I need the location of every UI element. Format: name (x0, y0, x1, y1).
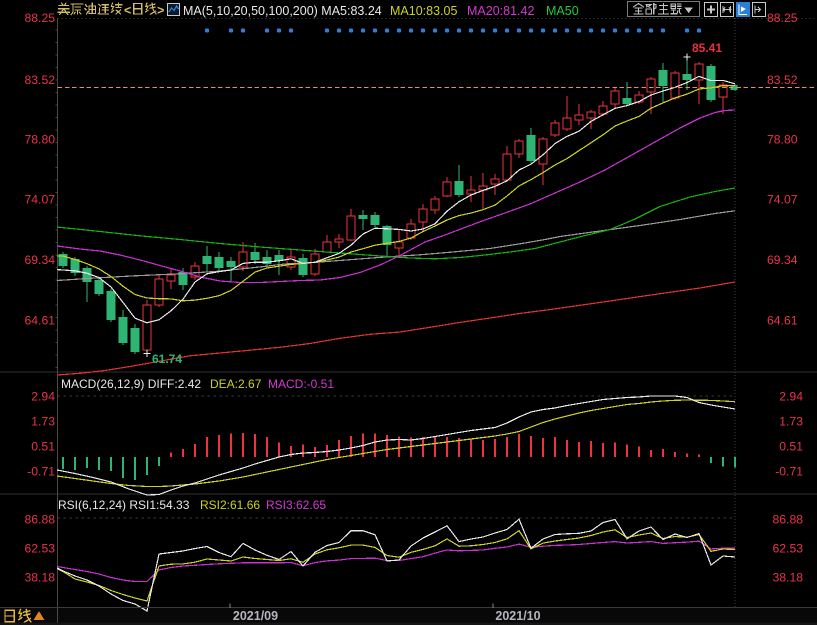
svg-text:1.73: 1.73 (779, 415, 803, 429)
svg-text:MA20:81.42: MA20:81.42 (467, 4, 534, 18)
svg-text:62.53: 62.53 (773, 542, 804, 556)
svg-text:1.73: 1.73 (31, 415, 55, 429)
svg-text:0.51: 0.51 (31, 440, 55, 454)
svg-text:MA50: MA50 (546, 4, 579, 18)
svg-text:RSI3:62.65: RSI3:62.65 (266, 498, 326, 512)
svg-text:78.80: 78.80 (767, 133, 798, 147)
svg-text:0.51: 0.51 (779, 440, 803, 454)
svg-text:62.53: 62.53 (25, 542, 56, 556)
svg-text:74.07: 74.07 (767, 193, 798, 207)
svg-text:>: > (157, 4, 164, 18)
svg-text:RSI(6,12,24) RSI1:54.33: RSI(6,12,24) RSI1:54.33 (58, 498, 190, 512)
svg-text:69.34: 69.34 (767, 253, 798, 267)
svg-text:69.34: 69.34 (25, 253, 56, 267)
svg-text:88.25: 88.25 (767, 11, 798, 25)
svg-text:88.25: 88.25 (25, 11, 56, 25)
svg-text:2021/10: 2021/10 (495, 609, 540, 623)
svg-text:86.88: 86.88 (25, 513, 56, 527)
svg-text:61.74: 61.74 (152, 352, 182, 366)
svg-text:<: < (124, 4, 131, 18)
svg-text:38.18: 38.18 (773, 571, 804, 585)
svg-text:85.41: 85.41 (692, 41, 722, 55)
svg-text:64.61: 64.61 (767, 314, 798, 328)
svg-text:78.80: 78.80 (25, 133, 56, 147)
svg-text:MACD(26,12,9) DIFF:2.42: MACD(26,12,9) DIFF:2.42 (61, 377, 201, 391)
svg-text:MACD:-0.51: MACD:-0.51 (268, 377, 334, 391)
svg-text:MA10:83.05: MA10:83.05 (390, 4, 457, 18)
svg-text:38.18: 38.18 (25, 571, 56, 585)
svg-text:83.52: 83.52 (767, 73, 798, 87)
svg-text:MA(5,10,20,50,100,200) MA5:83: MA(5,10,20,50,100,200) MA5:83.24 (183, 4, 382, 18)
svg-text:2021/09: 2021/09 (233, 609, 278, 623)
svg-text:86.88: 86.88 (773, 513, 804, 527)
svg-text:-0.71: -0.71 (27, 465, 55, 479)
svg-text:83.52: 83.52 (25, 73, 56, 87)
svg-text:-0.71: -0.71 (775, 465, 803, 479)
svg-text:74.07: 74.07 (25, 193, 56, 207)
svg-text:RSI2:61.66: RSI2:61.66 (200, 498, 260, 512)
svg-text:2.94: 2.94 (31, 390, 55, 404)
svg-text:64.61: 64.61 (25, 314, 56, 328)
svg-text:DEA:2.67: DEA:2.67 (210, 377, 262, 391)
svg-text:2.94: 2.94 (779, 390, 803, 404)
